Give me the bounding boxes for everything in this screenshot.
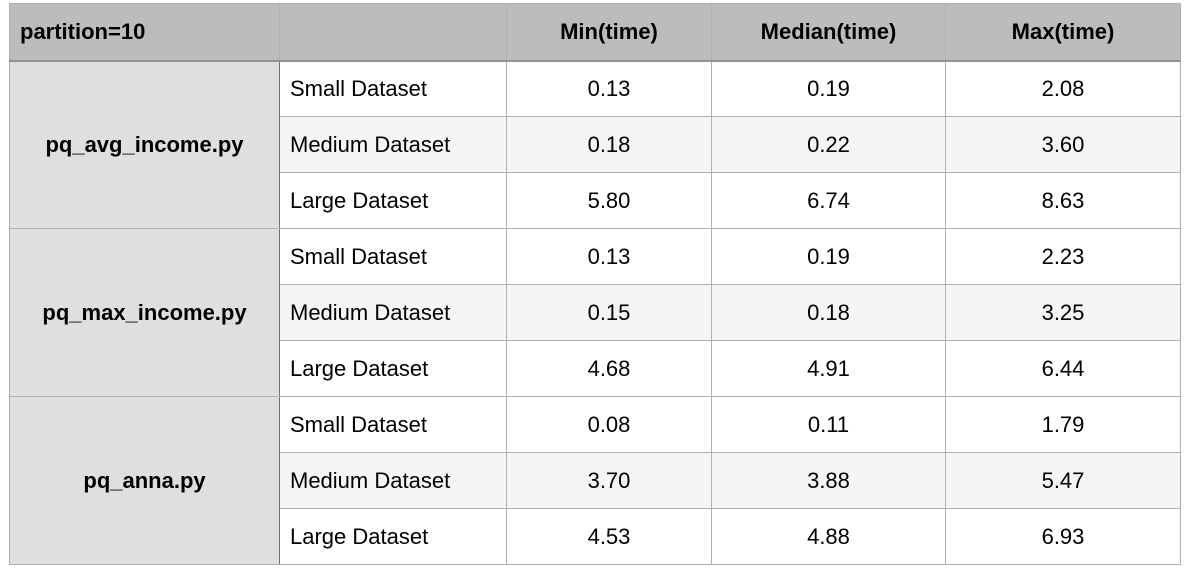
max-time-cell: 2.23 bbox=[945, 228, 1181, 285]
dataset-label: Small Dataset bbox=[279, 228, 507, 285]
header-partition: partition=10 bbox=[9, 3, 280, 62]
median-time-cell: 0.19 bbox=[711, 228, 946, 285]
header-row: partition=10 Min(time) Median(time) Max(… bbox=[9, 3, 1181, 62]
median-time-cell: 0.18 bbox=[711, 284, 946, 341]
max-time-cell: 2.08 bbox=[945, 60, 1181, 117]
table-row: Medium Dataset 3.70 3.88 5.47 bbox=[10, 452, 1181, 509]
script-name-cell: pq_max_income.py bbox=[9, 228, 280, 397]
median-time-cell: 0.22 bbox=[711, 116, 946, 173]
max-time-cell: 5.47 bbox=[945, 452, 1181, 509]
dataset-label: Large Dataset bbox=[279, 508, 507, 565]
median-time-cell: 3.88 bbox=[711, 452, 946, 509]
dataset-label: Large Dataset bbox=[279, 340, 507, 397]
min-time-cell: 4.68 bbox=[506, 340, 712, 397]
max-time-cell: 8.63 bbox=[945, 172, 1181, 229]
dataset-label: Small Dataset bbox=[279, 60, 507, 117]
max-time-cell: 3.25 bbox=[945, 284, 1181, 341]
timing-table: partition=10 Min(time) Median(time) Max(… bbox=[9, 3, 1181, 565]
min-time-cell: 5.80 bbox=[506, 172, 712, 229]
min-time-cell: 0.08 bbox=[506, 396, 712, 453]
table-row: pq_max_income.py Small Dataset 0.13 0.19… bbox=[9, 228, 1181, 397]
script-name-cell: pq_anna.py bbox=[9, 396, 280, 565]
dataset-label: Medium Dataset bbox=[279, 116, 507, 173]
min-time-cell: 3.70 bbox=[506, 452, 712, 509]
table-row: Large Dataset 4.53 4.88 6.93 bbox=[10, 508, 1181, 565]
median-time-cell: 4.91 bbox=[711, 340, 946, 397]
max-time-cell: 1.79 bbox=[945, 396, 1181, 453]
table-row: pq_avg_income.py Small Dataset 0.13 0.19… bbox=[9, 60, 1181, 229]
min-time-cell: 0.15 bbox=[506, 284, 712, 341]
table-row: pq_anna.py Small Dataset 0.08 0.11 1.79 bbox=[9, 396, 1181, 565]
min-time-cell: 0.13 bbox=[506, 228, 712, 285]
dataset-label: Medium Dataset bbox=[279, 284, 507, 341]
dataset-label: Medium Dataset bbox=[279, 452, 507, 509]
median-time-cell: 4.88 bbox=[711, 508, 946, 565]
median-time-cell: 6.74 bbox=[711, 172, 946, 229]
script-name-cell: pq_avg_income.py bbox=[9, 60, 280, 229]
min-time-cell: 0.13 bbox=[506, 60, 712, 117]
median-time-cell: 0.19 bbox=[711, 60, 946, 117]
table-row: Large Dataset 5.80 6.74 8.63 bbox=[10, 172, 1181, 229]
header-blank bbox=[279, 3, 507, 62]
dataset-label: Large Dataset bbox=[279, 172, 507, 229]
max-time-cell: 6.44 bbox=[945, 340, 1181, 397]
min-time-cell: 4.53 bbox=[506, 508, 712, 565]
min-time-cell: 0.18 bbox=[506, 116, 712, 173]
max-time-cell: 3.60 bbox=[945, 116, 1181, 173]
median-time-cell: 0.11 bbox=[711, 396, 946, 453]
table-row: Medium Dataset 0.15 0.18 3.25 bbox=[10, 284, 1181, 341]
header-median-time: Median(time) bbox=[711, 3, 946, 62]
table-row: Medium Dataset 0.18 0.22 3.60 bbox=[10, 116, 1181, 173]
max-time-cell: 6.93 bbox=[945, 508, 1181, 565]
dataset-label: Small Dataset bbox=[279, 396, 507, 453]
header-min-time: Min(time) bbox=[506, 3, 712, 62]
header-max-time: Max(time) bbox=[945, 3, 1181, 62]
